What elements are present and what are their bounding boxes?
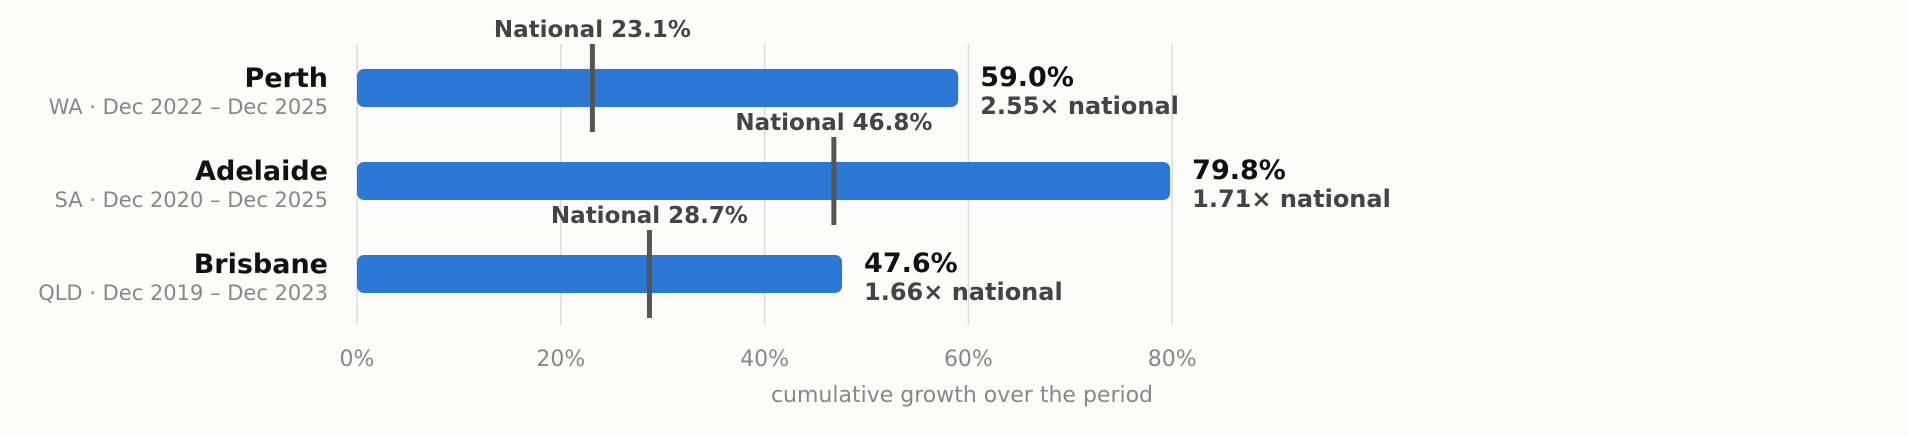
national-label: National 28.7% <box>551 203 748 229</box>
national-label: National 46.8% <box>735 110 932 136</box>
national-label: National 23.1% <box>494 17 691 43</box>
ratio-label: 1.71× national <box>1192 185 1391 213</box>
category-label: Brisbane <box>194 249 328 280</box>
value-label: 79.8% <box>1192 155 1286 186</box>
x-tick-label: 40% <box>740 347 789 372</box>
value-label: 47.6% <box>864 248 958 279</box>
bar <box>357 255 843 293</box>
category-label: Perth <box>244 63 328 94</box>
category-label: Adelaide <box>195 156 328 187</box>
x-axis-ticks: 0% 20% 40% 60% 80% <box>340 347 1197 372</box>
ratio-label: 2.55× national <box>980 92 1179 120</box>
period-label: SA · Dec 2020 – Dec 2025 <box>55 188 328 212</box>
value-label: 59.0% <box>980 62 1074 93</box>
bar <box>357 162 1171 200</box>
x-tick-label: 80% <box>1148 347 1197 372</box>
x-tick-label: 20% <box>536 347 585 372</box>
period-label: WA · Dec 2022 – Dec 2025 <box>49 95 328 119</box>
x-tick-label: 60% <box>944 347 993 372</box>
ratio-label: 1.66× national <box>864 278 1063 306</box>
period-label: QLD · Dec 2019 – Dec 2023 <box>38 281 328 305</box>
x-axis-label: cumulative growth over the period <box>771 383 1153 408</box>
x-tick-label: 0% <box>340 347 375 372</box>
bar <box>357 69 959 107</box>
